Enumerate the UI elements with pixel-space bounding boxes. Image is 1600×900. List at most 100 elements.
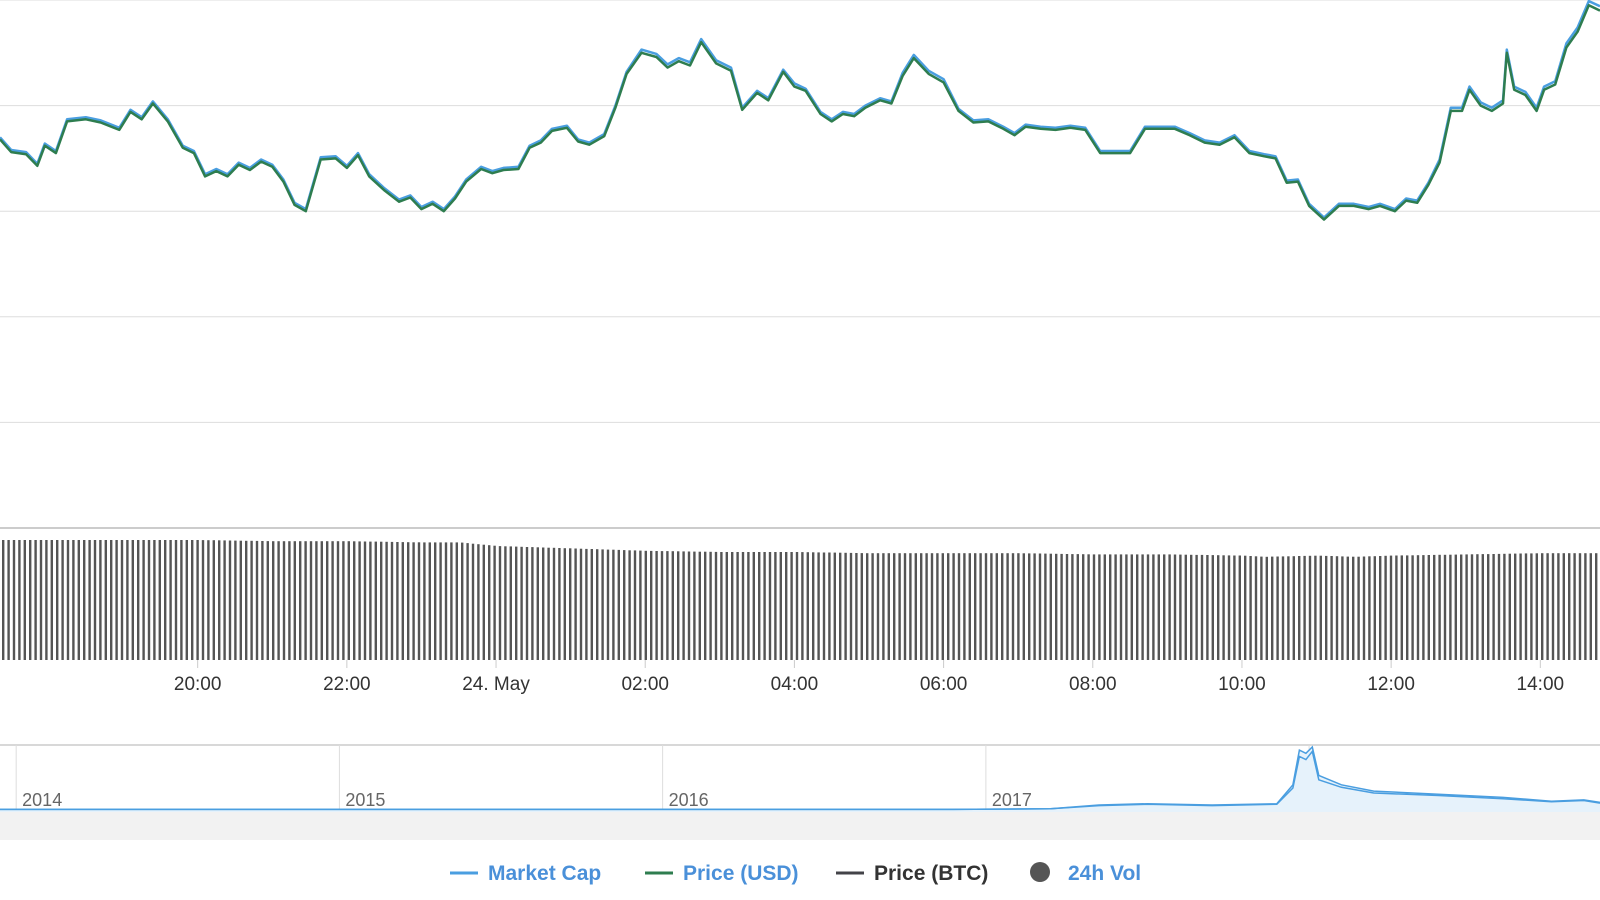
- legend-item-3[interactable]: 24h Vol: [1030, 862, 1141, 885]
- volume-bar-176: [952, 553, 955, 660]
- volume-bar-208: [1125, 554, 1128, 660]
- volume-bar-244: [1319, 555, 1322, 660]
- volume-bar-191: [1033, 553, 1036, 660]
- volume-bar-96: [520, 546, 523, 660]
- volume-bar-21: [115, 540, 118, 660]
- volume-bar-7: [39, 540, 43, 660]
- volume-bar-186: [1006, 553, 1009, 660]
- volume-bar-37: [201, 540, 205, 660]
- volume-bar-68: [369, 541, 372, 660]
- volume-bar-258: [1395, 555, 1398, 660]
- grid-lines: [0, 0, 1600, 529]
- volume-bar-100: [542, 547, 545, 660]
- legend: Market Cap Price (USD) Price (BTC) 24h Vol: [450, 862, 1141, 885]
- volume-bar-30: [164, 540, 167, 660]
- legend-item-0[interactable]: Market Cap: [450, 862, 601, 885]
- volume-bar-212: [1146, 554, 1150, 660]
- volume-bar-93: [504, 546, 507, 660]
- volume-bar-187: [1011, 553, 1015, 660]
- volume-bar-267: [1443, 554, 1447, 660]
- volume-bar-113: [612, 549, 615, 660]
- navigator-label-2: 2016: [669, 790, 709, 810]
- volume-bar-71: [385, 541, 388, 660]
- volume-bar-58: [315, 541, 318, 660]
- volume-bar-123: [666, 551, 669, 660]
- navigator[interactable]: 20142015201620172018: [0, 744, 1600, 840]
- volume-bar-52: [282, 541, 286, 660]
- volume-bar-138: [747, 552, 750, 660]
- volume-bar-162: [876, 553, 880, 660]
- volume-bar-13: [72, 540, 75, 660]
- volume-bar-135: [731, 552, 734, 660]
- volume-bar-285: [1541, 553, 1544, 660]
- volume-bar-120: [650, 550, 653, 660]
- volume-bar-111: [601, 549, 604, 660]
- volume-bar-260: [1406, 555, 1409, 660]
- volume-bar-177: [957, 553, 961, 660]
- volume-bar-286: [1546, 553, 1549, 660]
- volume-bar-131: [709, 551, 712, 660]
- volume-bar-213: [1152, 554, 1155, 660]
- volume-bar-171: [925, 553, 928, 660]
- volume-bar-28: [153, 540, 156, 660]
- volume-bar-66: [358, 541, 361, 660]
- volume-bar-127: [687, 551, 691, 660]
- volume-bar-209: [1130, 554, 1133, 660]
- volume-bar-206: [1114, 554, 1117, 660]
- volume-bar-184: [995, 553, 998, 660]
- navigator-scrollbar[interactable]: [0, 812, 1600, 840]
- navigator-label-1: 2015: [345, 790, 385, 810]
- volume-bar-3: [18, 540, 21, 660]
- navigator-line-alt: [0, 749, 1600, 811]
- volume-bar-97: [525, 547, 529, 660]
- volume-bar-199: [1076, 554, 1079, 660]
- volume-bar-16: [88, 540, 91, 660]
- volume-bar-49: [266, 541, 269, 660]
- volume-bar-247: [1335, 556, 1339, 660]
- volume-bar-250: [1352, 556, 1355, 660]
- volume-bar-253: [1368, 556, 1371, 660]
- volume-bar-202: [1092, 554, 1096, 660]
- volume-bar-156: [844, 552, 847, 660]
- volume-bar-236: [1276, 556, 1279, 660]
- volume-bar-53: [288, 541, 291, 660]
- volume-bar-33: [180, 540, 183, 660]
- volume-bar-34: [185, 540, 188, 660]
- volume-bar-263: [1422, 555, 1425, 660]
- volume-bar-155: [839, 552, 842, 660]
- x-tick-label-0: 20:00: [174, 674, 222, 695]
- volume-bar-92: [498, 546, 502, 660]
- volume-bar-42: [228, 540, 232, 660]
- volume-bar-192: [1038, 553, 1042, 660]
- volume-bar-248: [1341, 556, 1344, 660]
- volume-bar-230: [1244, 555, 1247, 660]
- volume-bar-183: [990, 553, 993, 660]
- volume-bar-228: [1233, 555, 1236, 660]
- volume-bar-75: [407, 542, 410, 660]
- volume-bar-14: [77, 540, 80, 660]
- volume-bar-47: [255, 540, 259, 660]
- volume-bar-105: [569, 548, 572, 660]
- volume-bar-227: [1227, 555, 1231, 660]
- volume-bar-110: [596, 549, 599, 660]
- volume-bar-36: [196, 540, 199, 660]
- volume-bar-73: [396, 542, 399, 660]
- x-tick-label-8: 12:00: [1367, 674, 1415, 695]
- legend-item-2[interactable]: Price (BTC): [836, 862, 988, 885]
- volume-bar-134: [725, 552, 728, 660]
- volume-bar-102: [552, 547, 556, 660]
- volume-bar-190: [1028, 553, 1031, 660]
- volume-bar-257: [1389, 555, 1393, 660]
- volume-bar-118: [639, 550, 642, 660]
- navigator-label-0: 2014: [22, 790, 62, 810]
- volume-bar-141: [763, 552, 766, 660]
- volume-bar-57: [309, 541, 313, 660]
- volume-bar-76: [412, 542, 415, 660]
- volume-bar-43: [234, 540, 237, 660]
- volume-bar-235: [1271, 556, 1274, 660]
- volume-bar-185: [1001, 553, 1004, 660]
- legend-item-1[interactable]: Price (USD): [645, 862, 799, 885]
- volume-bar-246: [1330, 556, 1333, 660]
- volume-bar-12: [66, 540, 70, 660]
- volume-bar-69: [374, 541, 377, 660]
